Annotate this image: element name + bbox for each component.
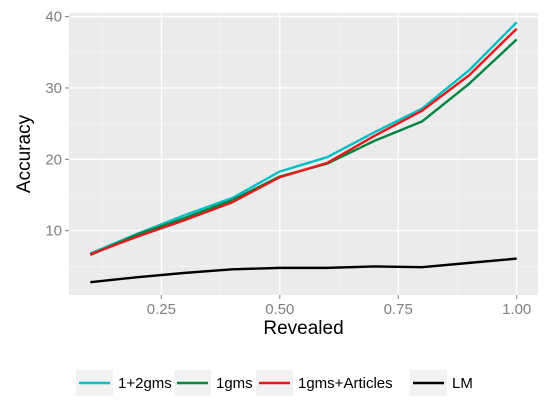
x-tick-label: 0.25: [147, 301, 176, 318]
y-tick-label: 30: [45, 80, 62, 97]
legend-label: 1+2gms: [118, 375, 172, 392]
y-tick-label: 10: [45, 223, 62, 240]
x-tick-label: 1.00: [502, 301, 531, 318]
y-axis-title: Accuracy: [14, 114, 35, 193]
legend-label: LM: [452, 375, 473, 392]
series-line-LM: [90, 257, 517, 284]
series-line-1+2gms: [89, 21, 518, 255]
x-tick-label: 0.75: [384, 301, 413, 318]
minor-grid: [69, 13, 538, 295]
y-tick-label: 20: [45, 151, 62, 168]
x-axis-title: Revealed: [263, 318, 343, 339]
y-axis: 10 20 30 40: [45, 9, 69, 240]
x-tick-label: 0.50: [265, 301, 294, 318]
legend-label: 1gms+Articles: [298, 375, 393, 392]
series-line-1gms+Articles: [89, 27, 518, 256]
panel-background: [69, 13, 538, 295]
legend: 1+2gms 1gms 1gms+Articles LM: [76, 370, 473, 396]
x-axis: 0.25 0.50 0.75 1.00: [147, 295, 531, 318]
major-grid: [69, 13, 538, 295]
series-lines: [89, 21, 518, 284]
legend-label: 1gms: [216, 375, 253, 392]
y-tick-label: 40: [45, 9, 62, 26]
